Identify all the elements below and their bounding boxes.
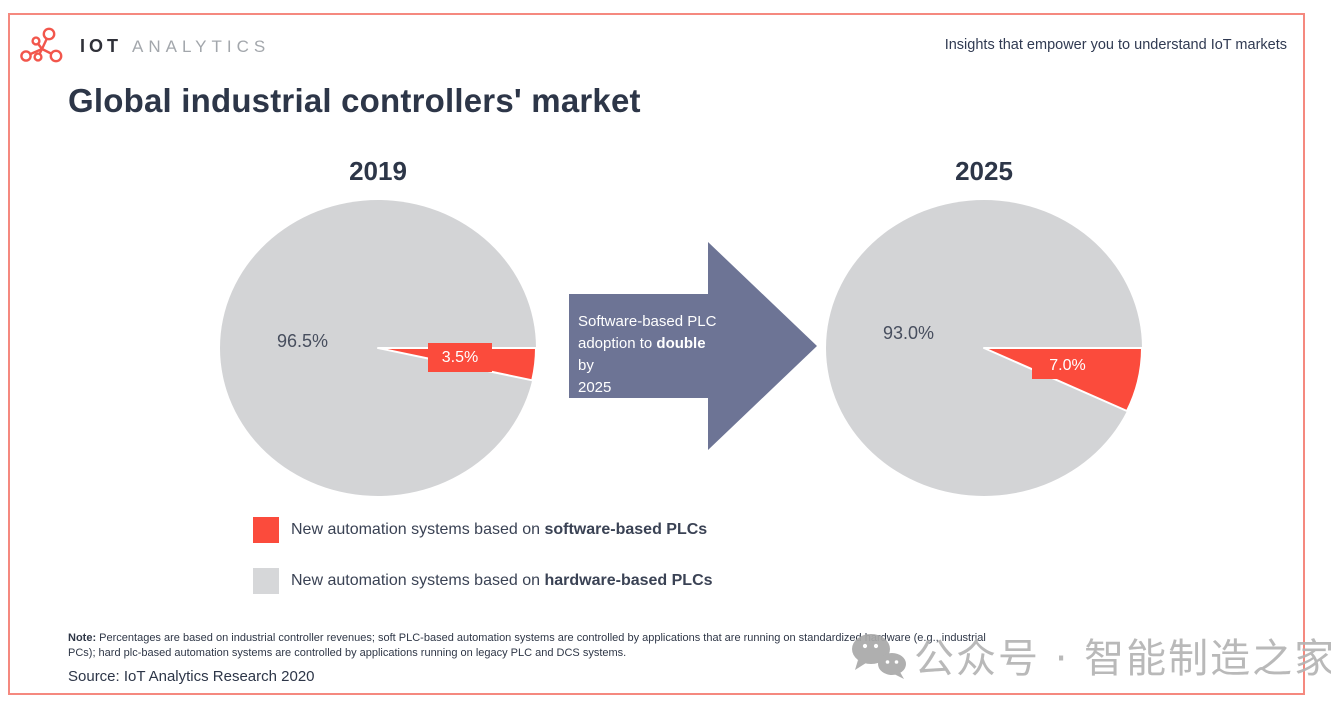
wechat-icon [852, 634, 906, 679]
pie-chart-2025 [826, 200, 1144, 496]
legend-item-software: New automation systems based on software… [253, 517, 707, 543]
logo-wordmark: IOT ANALYTICS [80, 36, 270, 57]
arrow-annotation-line1: Software-based PLC [578, 313, 717, 330]
legend-swatch-hardware [253, 568, 279, 594]
pie-2019-software-label: 3.5% [428, 343, 492, 372]
footnote-label: Note: [68, 632, 97, 644]
iot-analytics-logo-icon [20, 27, 63, 63]
arrow-line2-pre: adoption to [578, 335, 657, 352]
legend-label-software-bold: software-based PLCs [544, 521, 708, 538]
header-tagline: Insights that empower you to understand … [944, 37, 1287, 53]
arrow-shape [569, 242, 817, 450]
footnote: Note: Percentages are based on industria… [68, 631, 986, 661]
footnote-line1-text: Percentages are based on industrial cont… [99, 632, 986, 644]
watermark-text: 公众号 · 智能制造之家 [914, 636, 1331, 682]
pie-2019-hardware-label: 96.5% [277, 331, 329, 351]
iot-analytics-logo: IOT ANALYTICS [20, 27, 270, 65]
arrow-line2-post: by [578, 357, 594, 374]
logo-word-iot: IOT [80, 35, 122, 56]
source-credit: Source: IoT Analytics Research 2020 [68, 668, 315, 685]
legend-label-hardware-bold: hardware-based PLCs [544, 572, 713, 589]
pie-2025-software-label: 7.0% [1032, 352, 1103, 379]
logo-word-analytics: ANALYTICS [132, 36, 271, 56]
arrow-annotation: Software-based PLC adoption to double by… [578, 311, 720, 399]
legend-label-hardware: New automation systems based on hardware… [291, 572, 713, 590]
page-title: Global industrial controllers' market [68, 82, 641, 119]
arrow-annotation-line2: adoption to double by [578, 333, 720, 377]
chart-title-2019: 2019 [349, 156, 407, 186]
watermark: 公众号 · 智能制造之家 [848, 626, 1331, 684]
chart-title-2025: 2025 [955, 156, 1013, 186]
pie-chart-2019 [220, 200, 538, 496]
legend-item-hardware: New automation systems based on hardware… [253, 568, 713, 594]
transition-arrow [569, 242, 817, 450]
footnote-line1: Note: Percentages are based on industria… [68, 631, 986, 646]
footnote-line2: PCs); hard plc-based automation systems … [68, 647, 627, 659]
arrow-annotation-line3: 2025 [578, 379, 612, 396]
legend-swatch-software [253, 517, 279, 543]
legend-label-software-text: New automation systems based on [291, 521, 545, 538]
legend-label-software: New automation systems based on software… [291, 521, 707, 539]
pie-2025-hardware-label: 93.0% [883, 323, 935, 343]
legend-label-hardware-text: New automation systems based on [291, 572, 545, 589]
arrow-line2-bold: double [656, 335, 706, 352]
